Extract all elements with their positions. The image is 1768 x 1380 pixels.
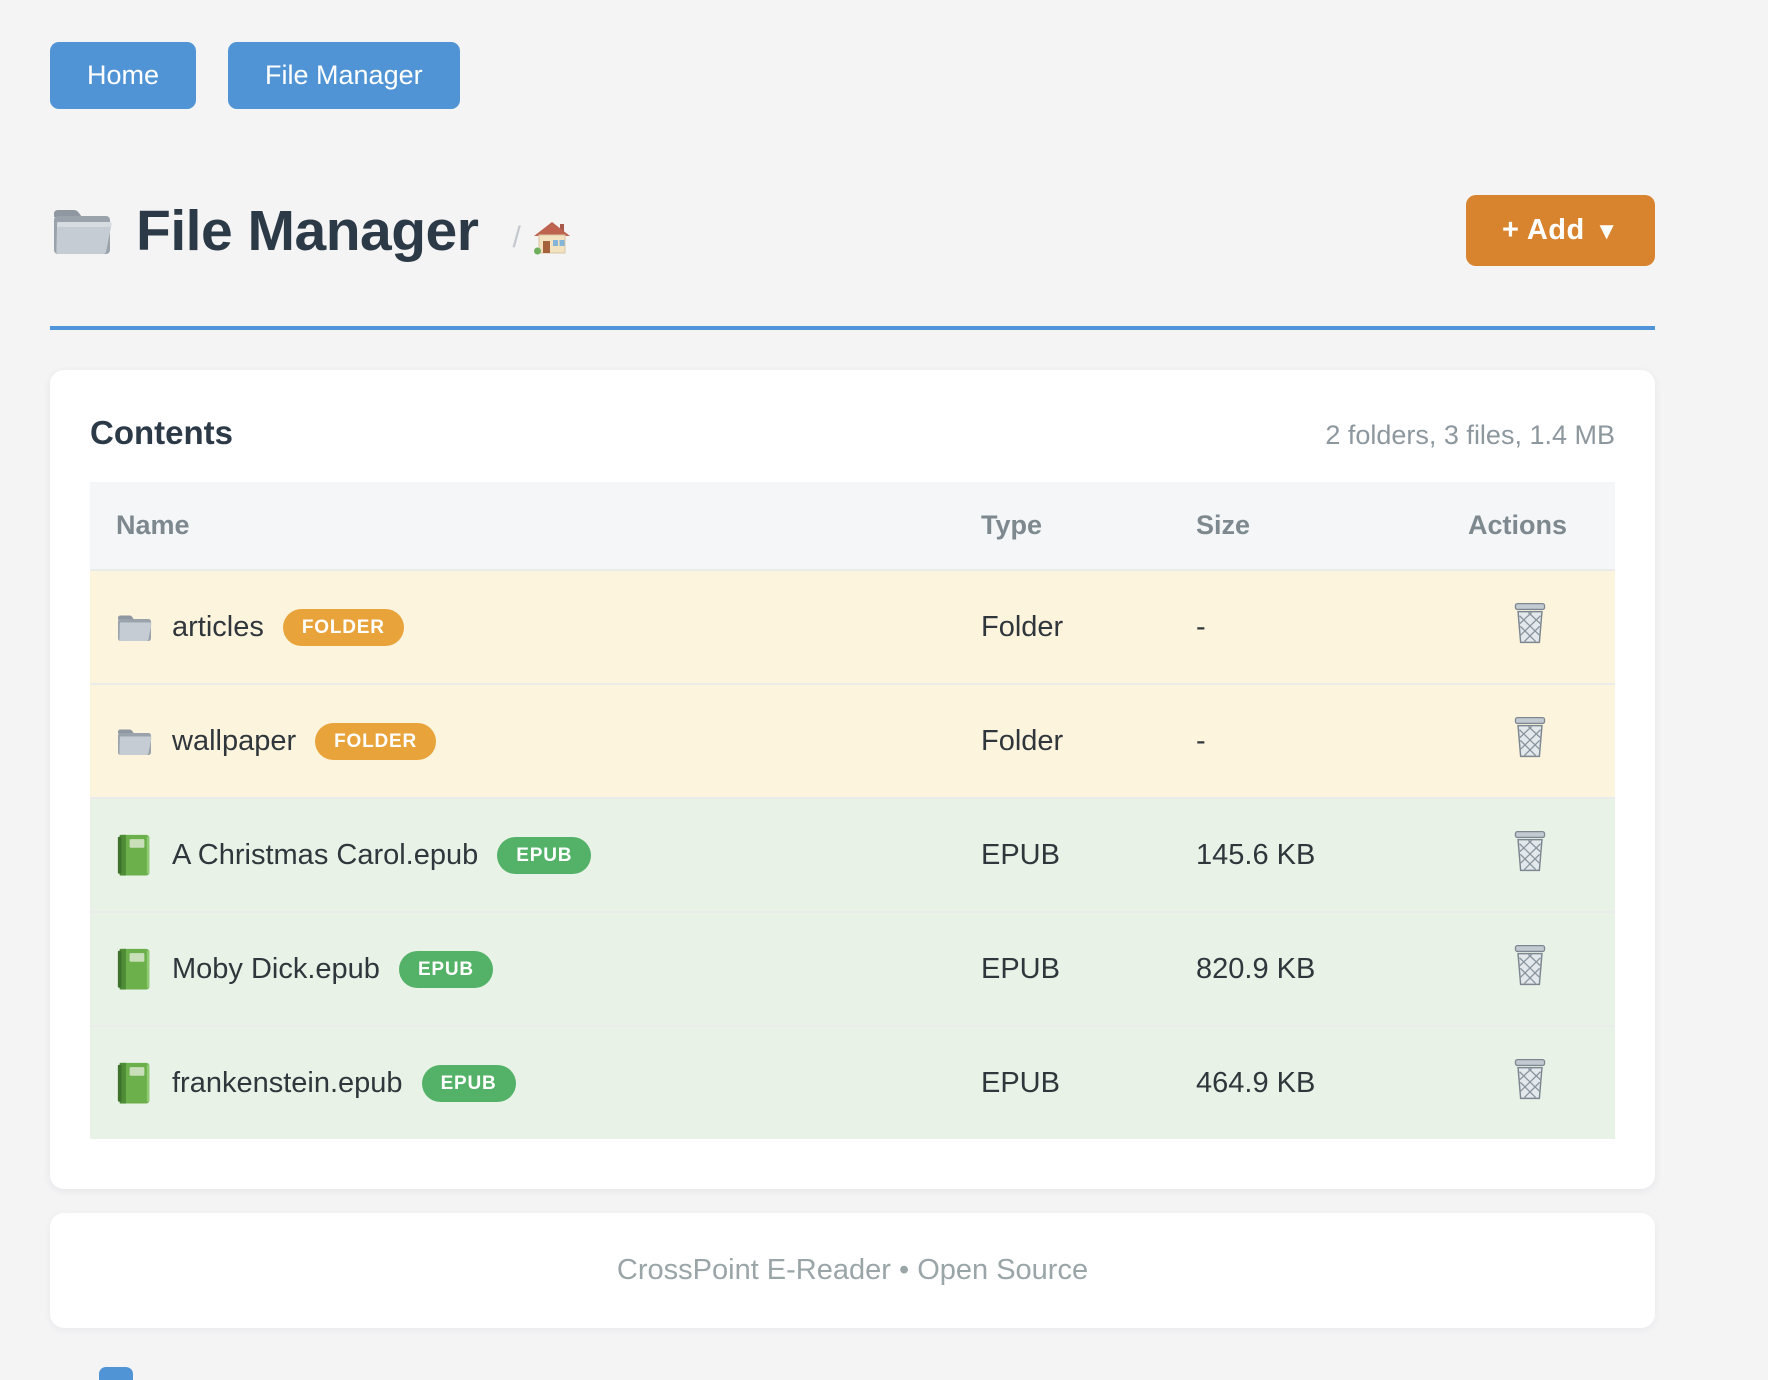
file-table-body: articles FOLDER Folder - bbox=[90, 570, 1615, 1139]
top-navigation: Home File Manager bbox=[50, 42, 1655, 109]
file-type-badge: FOLDER bbox=[282, 608, 404, 646]
delete-button[interactable] bbox=[1512, 716, 1548, 758]
folder-icon bbox=[116, 723, 153, 760]
file-name[interactable]: articles bbox=[172, 610, 264, 643]
file-name[interactable]: wallpaper bbox=[172, 724, 297, 757]
home-icon[interactable] bbox=[533, 220, 571, 256]
page: Home File Manager File Manager / bbox=[50, 42, 1655, 1328]
file-type: EPUB bbox=[981, 838, 1060, 871]
file-size: 464.9 KB bbox=[1196, 1066, 1316, 1099]
folder-icon bbox=[116, 609, 153, 646]
delete-button[interactable] bbox=[1512, 830, 1548, 872]
file-type-badge: EPUB bbox=[421, 1064, 516, 1102]
contents-title: Contents bbox=[90, 414, 233, 451]
file-name[interactable]: frankenstein.epub bbox=[172, 1066, 403, 1099]
file-name[interactable]: Moby Dick.epub bbox=[172, 952, 380, 985]
nav-button-home[interactable]: Home bbox=[50, 42, 197, 109]
folder-icon bbox=[54, 209, 112, 254]
file-size: 820.9 KB bbox=[1196, 952, 1316, 985]
table-row: articles FOLDER Folder - bbox=[90, 570, 1615, 684]
file-type: Folder bbox=[981, 724, 1064, 757]
breadcrumb-separator: / bbox=[512, 220, 521, 254]
page-title: File Manager bbox=[136, 198, 479, 263]
footer: CrossPoint E-Reader • Open Source bbox=[50, 1213, 1655, 1328]
table-row: Moby Dick.epub EPUB EPUB 820.9 KB bbox=[90, 912, 1615, 1026]
contents-card: Contents 2 folders, 3 files, 1.4 MB Name… bbox=[50, 370, 1655, 1189]
book-icon bbox=[116, 948, 153, 990]
file-size: - bbox=[1196, 724, 1206, 757]
file-table: Name Type Size Actions bbox=[90, 482, 1615, 1139]
table-header-row: Name Type Size Actions bbox=[90, 482, 1615, 570]
title-group: File Manager / bbox=[50, 198, 571, 264]
file-size: 145.6 KB bbox=[1196, 838, 1316, 871]
nav-button-file-manager[interactable]: File Manager bbox=[228, 42, 460, 109]
file-size: - bbox=[1196, 610, 1206, 643]
footer-text: CrossPoint E-Reader • Open Source bbox=[616, 1254, 1089, 1286]
delete-button[interactable] bbox=[1512, 1058, 1548, 1100]
breadcrumb: / bbox=[512, 220, 570, 256]
file-name[interactable]: A Christmas Carol.epub bbox=[172, 838, 479, 871]
book-icon bbox=[116, 834, 153, 876]
delete-button[interactable] bbox=[1512, 602, 1548, 644]
table-row: A Christmas Carol.epub EPUB EPUB 145.6 K… bbox=[90, 798, 1615, 912]
column-header-type: Type bbox=[955, 482, 1170, 570]
table-row: frankenstein.epub EPUB EPUB 464.9 KB bbox=[90, 1026, 1615, 1139]
delete-button[interactable] bbox=[1512, 944, 1548, 986]
column-header-actions: Actions bbox=[1450, 482, 1615, 570]
column-header-size: Size bbox=[1170, 482, 1450, 570]
caret-down-icon: ▼ bbox=[1594, 218, 1619, 245]
table-row: wallpaper FOLDER Folder - bbox=[90, 684, 1615, 798]
file-type-badge: EPUB bbox=[497, 836, 592, 874]
contents-card-header: Contents 2 folders, 3 files, 1.4 MB bbox=[90, 414, 1615, 452]
file-type: EPUB bbox=[981, 1066, 1060, 1099]
file-type-badge: FOLDER bbox=[315, 722, 437, 760]
file-type-badge: EPUB bbox=[398, 950, 493, 988]
page-header: File Manager / + Add ▼ bbox=[50, 195, 1655, 266]
add-button[interactable]: + Add ▼ bbox=[1465, 195, 1655, 266]
add-button-label: + Add bbox=[1501, 214, 1585, 246]
title-divider bbox=[50, 326, 1655, 330]
file-type: EPUB bbox=[981, 952, 1060, 985]
book-icon bbox=[116, 1062, 153, 1104]
offscreen-button-fragment[interactable] bbox=[99, 1367, 133, 1380]
file-type: Folder bbox=[981, 610, 1064, 643]
contents-summary: 2 folders, 3 files, 1.4 MB bbox=[1325, 420, 1615, 450]
column-header-name: Name bbox=[90, 482, 955, 570]
